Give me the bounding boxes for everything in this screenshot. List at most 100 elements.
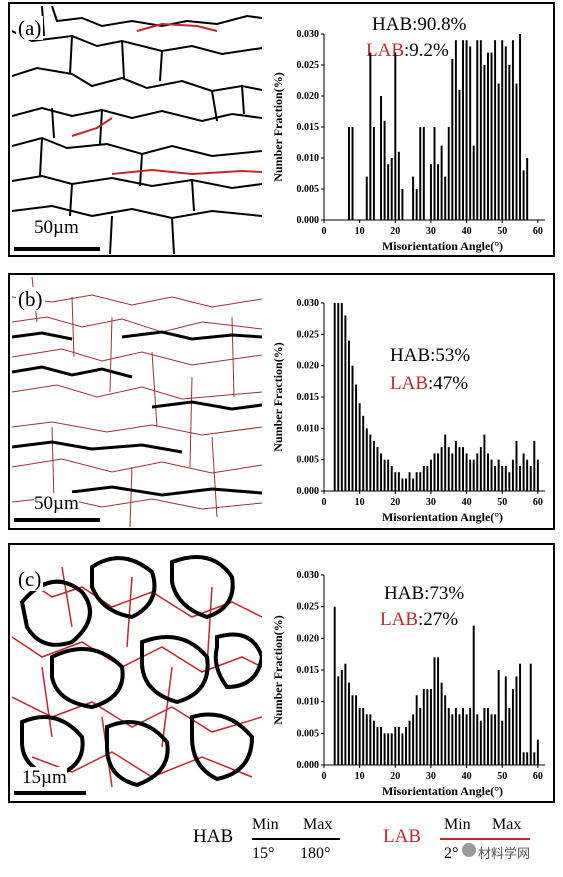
watermark-logo-icon bbox=[462, 843, 476, 857]
hab-stat-b: HAB:53% bbox=[390, 345, 471, 366]
histogram-bar bbox=[351, 695, 354, 765]
y-axis-label: Number Fraction(%) bbox=[271, 72, 285, 181]
panel-a: (a) 50µm HAB:90.8% LAB:9.2% 0.000 0.005 0.… bbox=[8, 2, 555, 257]
lab-stat-b: LAB:47% bbox=[390, 373, 469, 394]
histogram-bar bbox=[433, 453, 436, 491]
histogram-bar bbox=[383, 459, 386, 491]
histogram-bar bbox=[458, 447, 461, 491]
x-tick-label: 40 bbox=[462, 771, 472, 782]
histogram-bar bbox=[383, 120, 386, 220]
histogram-bar bbox=[437, 453, 440, 491]
histogram-bar bbox=[426, 465, 429, 491]
histogram-bar bbox=[337, 303, 340, 491]
x-tick-label: 40 bbox=[462, 497, 472, 508]
histogram-bar bbox=[355, 695, 358, 765]
histogram-bar bbox=[472, 625, 475, 765]
histogram-bar bbox=[351, 365, 354, 491]
x-tick-label: 20 bbox=[390, 497, 400, 508]
histogram-bar bbox=[454, 40, 457, 221]
histogram-bar bbox=[369, 52, 372, 220]
scale-label-b: 50µm bbox=[34, 493, 79, 515]
histogram-bar bbox=[476, 453, 479, 491]
y-tick-label: 0.020 bbox=[297, 361, 320, 372]
histogram-bar bbox=[415, 695, 418, 765]
x-tick-label: 10 bbox=[355, 497, 365, 508]
y-axis-label: Number Fraction(%) bbox=[271, 342, 285, 451]
histogram-bar bbox=[437, 164, 440, 220]
histogram-bar bbox=[486, 52, 489, 220]
histogram-bar bbox=[462, 708, 464, 765]
histogram-bar bbox=[440, 145, 443, 220]
histogram-bar bbox=[419, 708, 422, 765]
legend-hab-max-label: Max bbox=[303, 816, 333, 833]
histogram-bar bbox=[479, 40, 482, 221]
microstructure-image-c bbox=[12, 547, 262, 800]
y-tick-label: 0.000 bbox=[297, 215, 320, 226]
scale-bar-a bbox=[14, 247, 100, 251]
histogram-bar bbox=[380, 96, 383, 220]
histogram-bar bbox=[444, 176, 447, 220]
histogram-bar bbox=[533, 752, 536, 765]
histogram-bar bbox=[401, 189, 404, 220]
histogram-bar bbox=[504, 46, 507, 221]
histogram-bar bbox=[376, 447, 379, 491]
histogram-bar bbox=[476, 714, 479, 765]
histogram-bar bbox=[465, 40, 468, 221]
histogram-bar bbox=[337, 676, 340, 765]
histogram-bar bbox=[501, 720, 504, 765]
histogram-bar bbox=[415, 472, 418, 491]
histogram-bar bbox=[501, 40, 504, 221]
histogram-bar bbox=[387, 459, 390, 491]
histogram-bar bbox=[408, 472, 411, 491]
histogram-bar bbox=[415, 189, 418, 220]
x-tick-label: 50 bbox=[497, 497, 507, 508]
histogram-bar bbox=[429, 459, 432, 491]
legend-lab-title: LAB bbox=[383, 826, 421, 847]
histogram-bar bbox=[405, 727, 407, 765]
histogram-bar bbox=[494, 40, 497, 221]
histogram-bar bbox=[390, 465, 393, 491]
histogram-bar bbox=[490, 52, 493, 220]
y-tick-label: 0.010 bbox=[297, 153, 320, 164]
histogram-bar bbox=[465, 714, 468, 765]
histogram-bar bbox=[508, 708, 511, 765]
y-tick-label: 0.025 bbox=[297, 60, 320, 71]
histogram-bar bbox=[347, 340, 350, 491]
histogram-bar bbox=[483, 65, 486, 220]
x-axis-label: Misorientation Angle(°) bbox=[382, 510, 503, 524]
x-tick-label: 10 bbox=[355, 226, 365, 237]
y-tick-label: 0.025 bbox=[297, 602, 320, 613]
histogram-bar bbox=[515, 440, 518, 491]
histogram-bar bbox=[444, 695, 447, 765]
x-tick-label: 0 bbox=[322, 497, 327, 508]
histogram-bar bbox=[362, 708, 365, 765]
histogram-bar bbox=[504, 676, 507, 765]
histogram-bar bbox=[347, 127, 350, 220]
histogram-bar bbox=[440, 447, 443, 491]
microstructure-image-a bbox=[12, 6, 262, 254]
y-tick-label: 0.025 bbox=[297, 329, 320, 340]
panel-label-a: (a) bbox=[16, 16, 44, 40]
x-tick-label: 30 bbox=[426, 771, 436, 782]
histogram-bar bbox=[408, 720, 411, 765]
panel-b: (b) 50µm HAB:53% LAB:47% 0.000 0.005 0.010… bbox=[8, 273, 555, 530]
y-tick-label: 0.000 bbox=[297, 760, 320, 771]
x-tick-label: 50 bbox=[497, 771, 507, 782]
y-tick-label: 0.015 bbox=[297, 122, 320, 133]
histogram-bar bbox=[344, 663, 347, 765]
histogram-bar bbox=[533, 440, 536, 491]
histogram-bar bbox=[372, 127, 375, 220]
histogram-bar bbox=[394, 52, 397, 220]
histogram-bar bbox=[462, 447, 464, 491]
histogram-bar bbox=[387, 164, 390, 220]
histogram-bar bbox=[340, 670, 343, 765]
histogram-bar bbox=[526, 158, 529, 220]
histogram-bar bbox=[529, 663, 532, 765]
x-axis-label: Misorientation Angle(°) bbox=[382, 784, 503, 798]
x-tick-label: 30 bbox=[426, 226, 436, 237]
histogram-bar bbox=[355, 384, 358, 491]
histogram-bar bbox=[472, 145, 475, 220]
y-tick-label: 0.000 bbox=[297, 486, 320, 497]
histogram-bar bbox=[501, 465, 504, 491]
y-tick-label: 0.015 bbox=[297, 665, 320, 676]
